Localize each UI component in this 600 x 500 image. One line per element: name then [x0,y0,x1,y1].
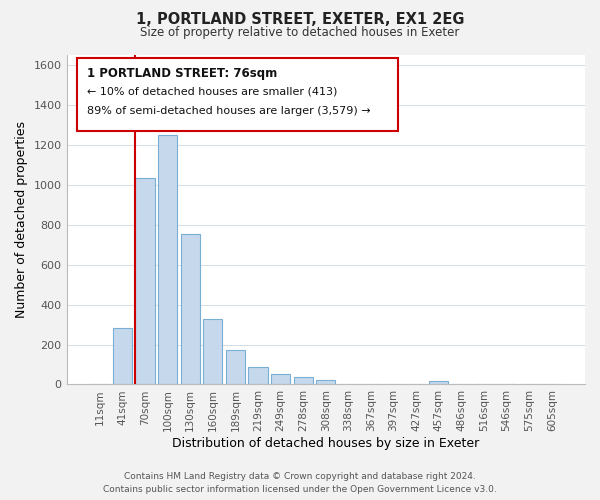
Bar [293,377,313,384]
Bar [248,368,268,384]
Bar [203,318,223,384]
Bar [429,382,448,384]
Bar [181,234,200,384]
Text: 89% of semi-detached houses are larger (3,579) →: 89% of semi-detached houses are larger (… [87,106,371,116]
Text: Size of property relative to detached houses in Exeter: Size of property relative to detached ho… [140,26,460,39]
Bar [113,328,132,384]
Bar [136,178,155,384]
X-axis label: Distribution of detached houses by size in Exeter: Distribution of detached houses by size … [172,437,479,450]
Text: 1 PORTLAND STREET: 76sqm: 1 PORTLAND STREET: 76sqm [87,66,278,80]
FancyBboxPatch shape [77,58,398,131]
Bar [316,380,335,384]
Y-axis label: Number of detached properties: Number of detached properties [15,121,28,318]
Bar [226,350,245,384]
Bar [158,135,177,384]
Text: Contains HM Land Registry data © Crown copyright and database right 2024.: Contains HM Land Registry data © Crown c… [124,472,476,481]
Text: Contains public sector information licensed under the Open Government Licence v3: Contains public sector information licen… [103,485,497,494]
Bar [271,374,290,384]
Text: ← 10% of detached houses are smaller (413): ← 10% of detached houses are smaller (41… [87,86,338,97]
Text: 1, PORTLAND STREET, EXETER, EX1 2EG: 1, PORTLAND STREET, EXETER, EX1 2EG [136,12,464,28]
